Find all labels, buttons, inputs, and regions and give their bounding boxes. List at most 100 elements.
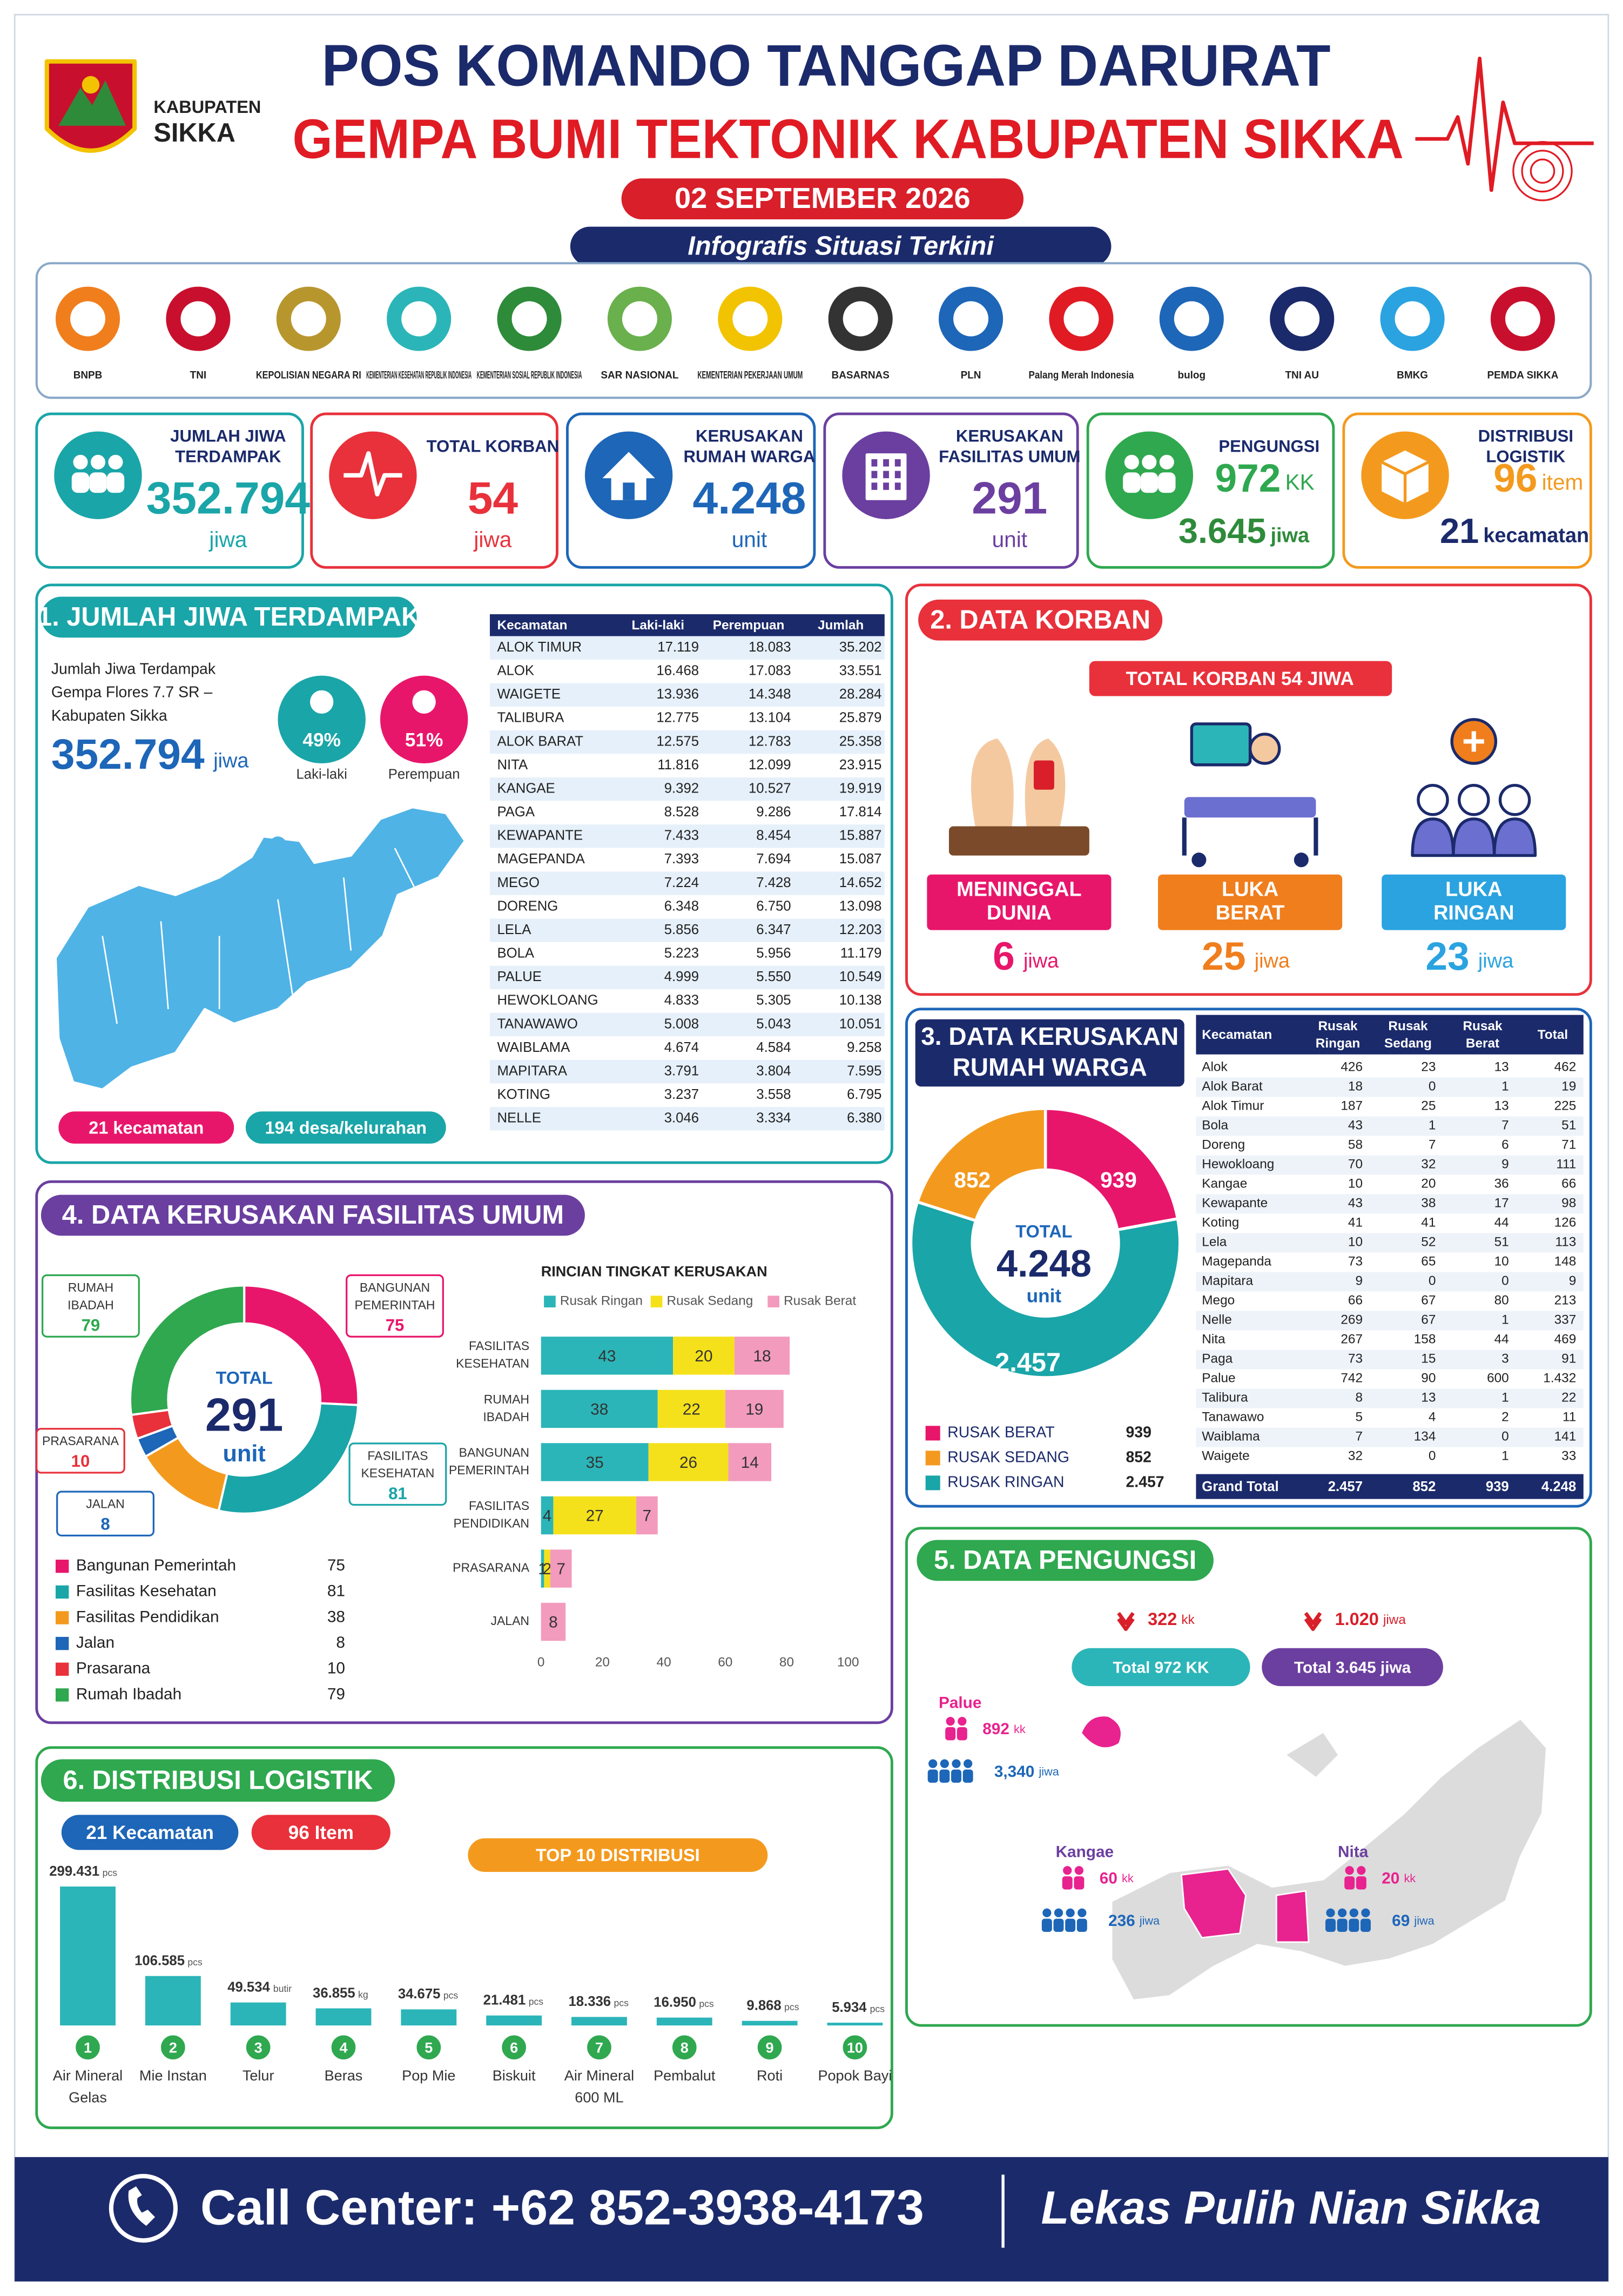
person-head (1326, 1908, 1335, 1917)
table-row-band (1196, 1311, 1584, 1331)
table-cell: 5.043 (756, 1016, 791, 1031)
table-cell: 28.284 (839, 687, 882, 702)
table-cell: 6.348 (664, 898, 699, 914)
bar-unit: pcs (699, 1998, 714, 2009)
table-cell: Paga (1202, 1352, 1233, 1366)
table-row-band (489, 1012, 885, 1037)
pulse-ring (1512, 140, 1573, 202)
icon-head (90, 454, 106, 469)
category-label: KESEHATAN (456, 1357, 529, 1371)
table-cell: 8.528 (664, 804, 699, 820)
callout-label: JALAN (86, 1497, 125, 1511)
table-cell: 43 (1348, 1196, 1363, 1211)
table-cell: 0 (1429, 1274, 1436, 1288)
legend-value: 8 (336, 1634, 345, 1651)
casualty-label: LUKA (1445, 878, 1502, 901)
icon-window (883, 459, 889, 467)
location-name: Nita (1338, 1843, 1369, 1861)
partner-logo-inner (291, 301, 326, 337)
table-row-band (489, 871, 885, 895)
summary-value: 54 (468, 473, 518, 523)
table-cell: 25.879 (839, 710, 882, 726)
bar-segment (550, 1549, 572, 1588)
summary-unit: unit (992, 527, 1027, 552)
bar-value-label: 299.431 (49, 1864, 99, 1879)
icon-house (602, 452, 655, 500)
person-body (1074, 1876, 1085, 1890)
label: TOP 10 DISTRIBUSI (536, 1845, 700, 1865)
refugee-unit: kk (1181, 1613, 1195, 1627)
table-cell: ALOK TIMUR (497, 640, 582, 655)
table-header-cell: Rusak (1388, 1019, 1428, 1033)
table-cell: 17.119 (657, 640, 699, 655)
category-label: 600 ML (575, 2089, 623, 2106)
person-body (1360, 1918, 1371, 1932)
bar-label: 14 (741, 1454, 759, 1472)
donut-hole (975, 1173, 1116, 1313)
partner-name: BASARNAS (832, 370, 890, 381)
summary-label: TOTAL KORBAN (427, 437, 560, 456)
legend-label: RUSAK SEDANG (947, 1448, 1069, 1466)
table-cell: 20 (1421, 1177, 1436, 1191)
table-total-cell: 4.248 (1541, 1479, 1576, 1494)
icon-foot (971, 739, 1014, 827)
table-cell: 3.237 (664, 1087, 699, 1102)
location-jiwa: 3,340 (994, 1763, 1035, 1781)
table-cell: 51 (1494, 1235, 1509, 1250)
table-cell: 5.008 (664, 1016, 699, 1031)
bar-label: 35 (586, 1454, 604, 1472)
rank-label: 8 (681, 2039, 689, 2056)
table-cell: 13 (1494, 1099, 1509, 1113)
bar-label: 2 (543, 1560, 552, 1578)
table-cell: 10.138 (839, 993, 882, 1008)
rank-badge (414, 2033, 443, 2062)
legend-label: Jalan (76, 1634, 115, 1651)
bar-unit: pcs (784, 2002, 799, 2012)
icon-bed (1184, 797, 1316, 818)
category-label: Pembalut (654, 2067, 716, 2084)
casualty-value: 6 (993, 935, 1015, 978)
table-cell: 10.527 (749, 781, 791, 796)
legend-swatch (55, 1560, 69, 1573)
table-cell: 8.454 (756, 828, 791, 843)
legend-swatch (55, 1585, 69, 1599)
gender-share: 51% (405, 730, 443, 751)
legend-label: Rusak Sedang (667, 1294, 753, 1308)
icon-window (894, 482, 901, 490)
partner-name: KEPOLISIAN NEGARA RI (256, 370, 361, 381)
legend-label: Rusak Ringan (560, 1294, 643, 1308)
rank-badge (755, 2033, 784, 2062)
donut-label: 939 (1100, 1167, 1137, 1192)
table-cell: Magepanda (1202, 1254, 1271, 1269)
description: Jumlah Jiwa Terdampak (51, 660, 216, 677)
table-cell: Bola (1202, 1118, 1228, 1133)
footer-band (15, 2157, 1608, 2281)
x-tick-label: 80 (779, 1655, 794, 1669)
location-unit: kk (1404, 1871, 1416, 1885)
table-cell: ALOK (497, 663, 534, 679)
bar-unit: kg (358, 1989, 368, 2000)
label: KABUPATEN (153, 97, 261, 117)
casualty-label: DUNIA (987, 902, 1052, 924)
table-cell: 10 (1348, 1235, 1363, 1250)
table-cell: Nelle (1202, 1313, 1232, 1327)
table-cell: Talibura (1202, 1391, 1248, 1405)
bar-unit: pcs (443, 1990, 459, 2001)
location-unit: kk (1122, 1871, 1134, 1885)
total-unit: jiwa (213, 749, 249, 772)
person-head (1345, 1866, 1354, 1875)
icon-wheel (1294, 852, 1309, 868)
icon-head (1417, 783, 1449, 816)
bar (827, 2023, 883, 2026)
table-cell: 23.915 (839, 757, 882, 773)
callout-box (348, 1442, 447, 1506)
icon-monitor (1190, 722, 1252, 767)
table-cell: 15.087 (839, 851, 882, 867)
location-unit: jiwa (1413, 1914, 1435, 1928)
icon-window (894, 471, 901, 479)
table-cell: Koting (1202, 1216, 1239, 1230)
person-body (1344, 1876, 1355, 1890)
table-cell: 7.694 (756, 851, 791, 867)
casualty-label: BERAT (1216, 902, 1285, 924)
location-kk: 892 (982, 1720, 1009, 1738)
